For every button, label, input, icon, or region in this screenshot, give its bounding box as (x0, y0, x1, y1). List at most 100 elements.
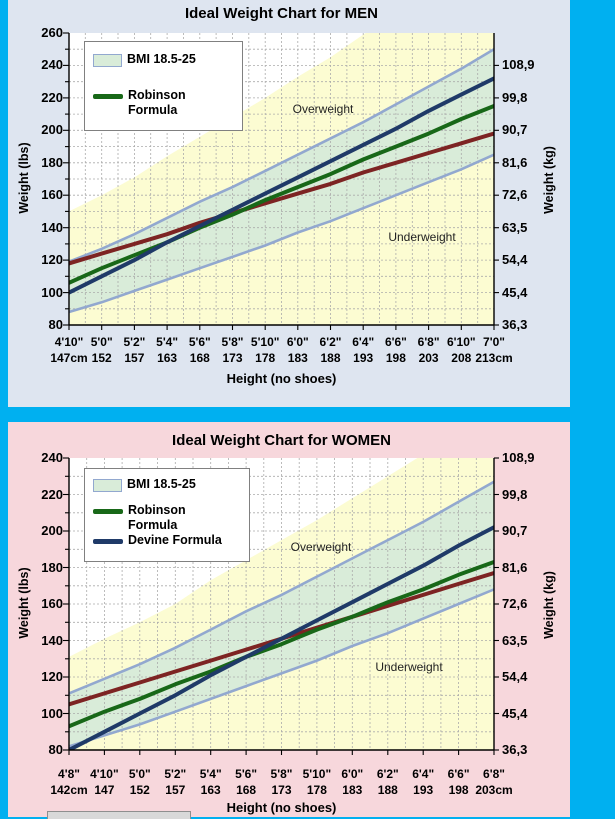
y2-tick-label: 81,6 (502, 559, 528, 575)
y2-tick-label: 63,5 (502, 632, 528, 648)
x-tick-label-cm: 168 (189, 351, 210, 365)
y-tick-label: 180 (41, 559, 63, 575)
x-tick-label-cm: 198 (385, 351, 406, 365)
x-tick-label-ft: 7'0" (483, 335, 505, 349)
y2-tick-label: 90,7 (502, 122, 528, 138)
legend-item: Devine Formula (93, 533, 228, 548)
annotation-underweight: Underweight (388, 230, 456, 244)
y2-tick-label: 45,4 (502, 705, 528, 721)
x-tick-label-ft: 6'6" (384, 335, 407, 349)
x-tick-label-ft: 6'6" (447, 767, 470, 781)
legend-box: BMI 18.5-25 Robinson Formula (84, 41, 243, 131)
x-tick-label-ft: 5'0" (90, 335, 113, 349)
x-tick-label-ft: 5'2" (123, 335, 146, 349)
x-axis-title: Height (no shoes) (226, 800, 337, 815)
chart-plot (63, 32, 499, 330)
y-tick-label: 100 (41, 705, 63, 721)
x-tick-label-cm: 193 (413, 783, 434, 797)
annotation-overweight: Overweight (292, 102, 354, 116)
y-tick-label: 160 (41, 187, 63, 203)
legend-item-label: Devine Formula (128, 533, 222, 547)
y2-axis-title: Weight (kg) (542, 146, 556, 214)
legend-item-label: Robinson Formula (128, 503, 186, 532)
x-tick-label-ft: 6'0" (341, 767, 364, 781)
legend-item: Robinson Formula (93, 88, 228, 118)
y2-tick-label: 99,8 (502, 89, 528, 105)
x-tick-label-ft: 4'8" (58, 767, 80, 781)
axis-ticks (63, 32, 499, 330)
y2-tick-label: 54,4 (502, 252, 528, 268)
x-tick-label-ft: 6'8" (417, 335, 440, 349)
x-tick-label-cm: 157 (124, 351, 145, 365)
series-robinson-formula (69, 560, 494, 729)
y-axis-title: Weight (lbs) (17, 142, 31, 214)
legend-item: BMI 18.5-25 (93, 477, 227, 492)
x-tick-label-cm: 152 (91, 351, 112, 365)
legend-item-label: BMI 18.5-25 (127, 477, 196, 491)
y2-tick-label: 90,7 (502, 523, 528, 538)
axis-ticks (63, 457, 499, 755)
y-tick-label: 100 (41, 284, 63, 300)
series-devine-formula (69, 76, 494, 295)
x-tick-label-cm: 183 (287, 351, 308, 365)
x-tick-label-ft: 5'2" (164, 767, 187, 781)
x-tick-label-cm: 147 (94, 783, 115, 797)
bmi-band-lower-edge (69, 153, 494, 314)
x-tick-label-ft: 5'0" (128, 767, 151, 781)
y2-tick-label: 99,8 (502, 486, 528, 502)
y2-tick-label: 108,9 (502, 57, 535, 73)
y2-tick-label: 72,6 (502, 187, 528, 203)
y-tick-label: 160 (41, 596, 63, 611)
x-tick-label-cm: 152 (129, 783, 150, 797)
x-tick-label-cm: 173 (271, 783, 292, 797)
y-tick-label: 200 (41, 523, 63, 538)
x-tick-label-cm: 203cm (475, 783, 513, 797)
y2-tick-label: 36,3 (502, 317, 528, 332)
x-tick-label-ft: 5'10" (302, 767, 332, 781)
x-tick-label-ft: 6'4" (412, 767, 435, 781)
chart-title: Ideal Weight Chart for WOMEN (172, 432, 391, 449)
legend-swatch-line (93, 94, 123, 99)
y-tick-label: 140 (41, 632, 63, 648)
horizontal-scrollbar-fragment[interactable] (47, 811, 191, 819)
x-tick-label-ft: 5'6" (188, 335, 211, 349)
annotation-overweight: Overweight (290, 540, 352, 554)
bmi-band-lower-edge (69, 588, 494, 748)
x-tick-label-ft: 6'8" (483, 767, 505, 781)
x-tick-label-ft: 5'4" (199, 767, 222, 781)
x-tick-label-ft: 4'10" (90, 767, 119, 781)
x-tick-label-ft: 4'10" (54, 335, 84, 349)
y2-tick-label: 72,6 (502, 596, 528, 611)
x-tick-label-ft: 6'4" (352, 335, 375, 349)
legend-item-label: Robinson Formula (128, 88, 186, 117)
x-tick-label-cm: 163 (200, 783, 221, 797)
x-tick-label-ft: 5'8" (221, 335, 244, 349)
bmi-band-upper-edge (69, 480, 494, 695)
y2-tick-label: 81,6 (502, 154, 528, 170)
y2-tick-label: 63,5 (502, 219, 528, 235)
x-tick-label-cm: 147cm (50, 351, 88, 365)
y-tick-label: 80 (48, 742, 63, 757)
x-tick-label-ft: 5'8" (270, 767, 293, 781)
x-tick-label-cm: 163 (157, 351, 178, 365)
bmi-band-upper-edge (69, 48, 494, 263)
series-unlabeled-dark-red-line (69, 131, 494, 266)
x-tick-label-cm: 198 (448, 783, 469, 797)
legend-swatch-line (93, 539, 123, 544)
legend-swatch-band (93, 54, 122, 67)
legend-item: BMI 18.5-25 (93, 52, 227, 67)
y-tick-label: 80 (48, 317, 63, 332)
x-tick-label-ft: 6'0" (286, 335, 309, 349)
x-tick-label-ft: 5'10" (250, 335, 280, 349)
y2-tick-label: 36,3 (502, 742, 528, 757)
x-tick-label-ft: 6'2" (376, 767, 399, 781)
legend-item: Robinson Formula (93, 503, 228, 533)
x-tick-label-cm: 213cm (475, 351, 513, 365)
men-chart-panel: Ideal Weight Chart for MEN Weight (lbs) … (8, 0, 570, 407)
y-tick-label: 240 (41, 450, 63, 465)
y-tick-label: 180 (41, 154, 63, 170)
legend-item-label: BMI 18.5-25 (127, 52, 196, 66)
y-tick-label: 220 (41, 486, 63, 502)
x-axis-title: Height (no shoes) (226, 371, 337, 386)
women-chart-panel: Ideal Weight Chart for WOMEN Weight (lbs… (8, 422, 570, 817)
